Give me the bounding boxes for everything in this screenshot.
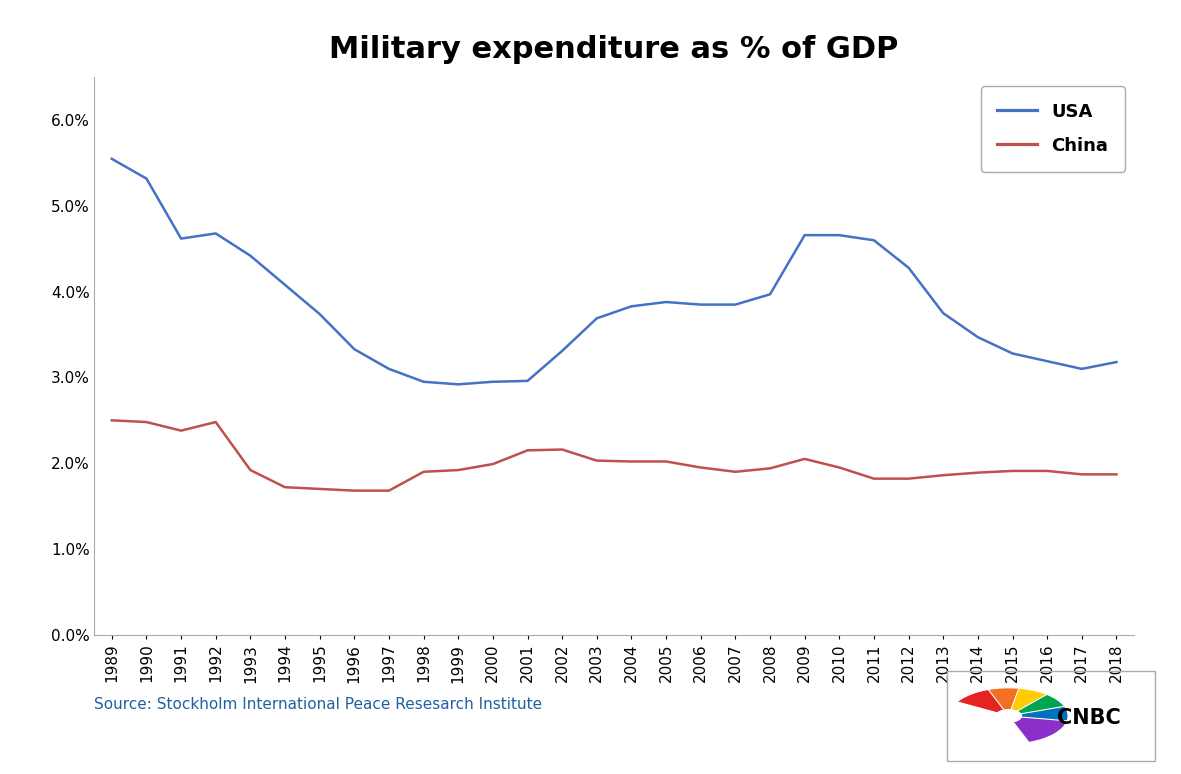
Wedge shape — [1018, 707, 1068, 734]
Text: Source: Stockholm International Peace Resesarch Institute: Source: Stockholm International Peace Re… — [94, 697, 542, 712]
Wedge shape — [1011, 688, 1064, 714]
Wedge shape — [1013, 717, 1068, 742]
Wedge shape — [988, 688, 1046, 711]
Wedge shape — [1017, 694, 1068, 721]
Title: Military expenditure as % of GDP: Military expenditure as % of GDP — [329, 35, 899, 64]
Circle shape — [996, 710, 1022, 722]
Legend: USA, China: USA, China — [981, 87, 1124, 172]
Text: CNBC: CNBC — [1057, 708, 1121, 728]
Wedge shape — [957, 688, 1009, 713]
